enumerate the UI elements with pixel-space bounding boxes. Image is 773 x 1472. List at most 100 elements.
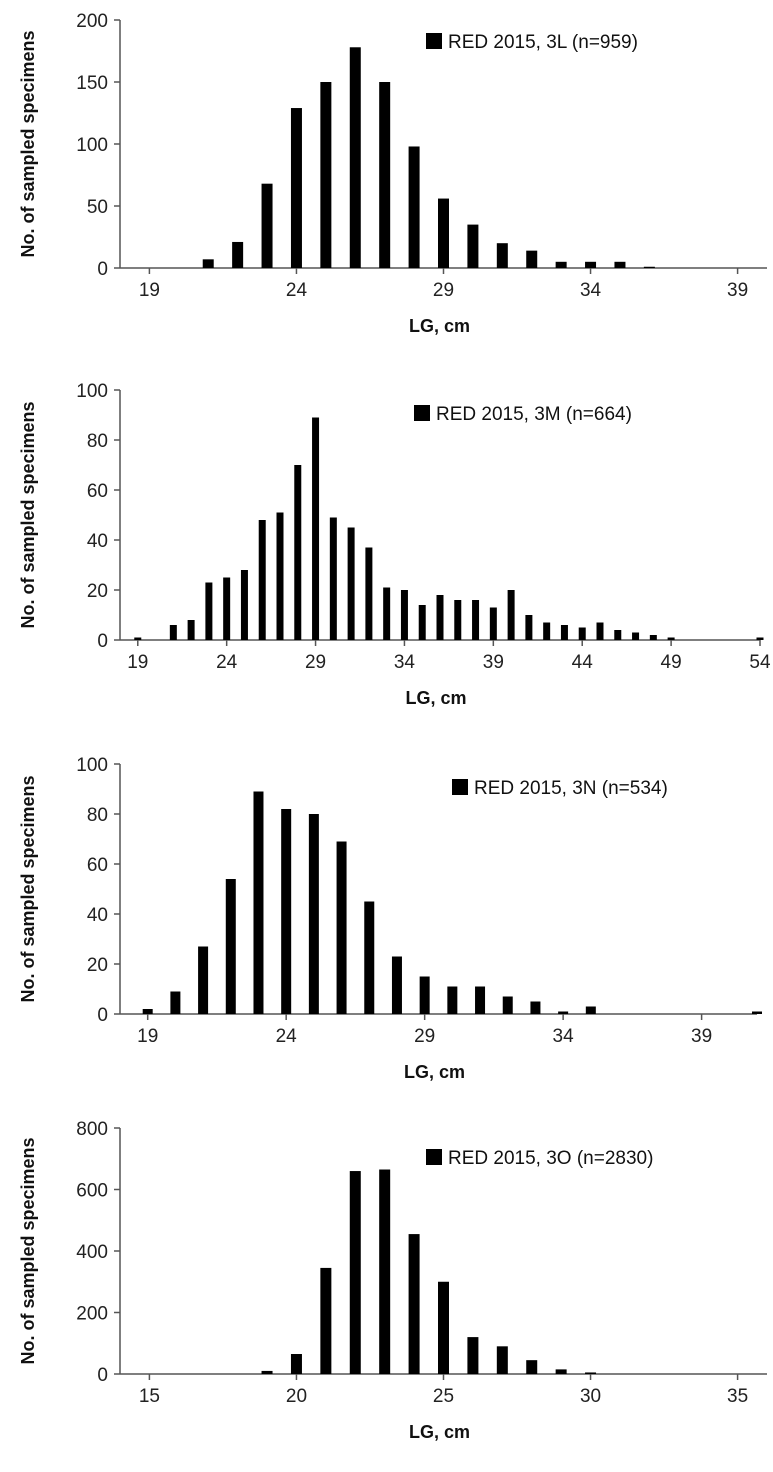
y-tick-label: 400 (76, 1242, 108, 1263)
histogram-bar (400, 590, 408, 640)
histogram-bar (467, 224, 479, 268)
chart-svg: 0 200 400 600 800 15 20 25 30 35 LG, cm No. of samp… (18, 1119, 767, 1442)
chart-svg: 0 20 40 60 80 100 19 24 29 34 39 44 49 54 LG, cm No. of… (18, 381, 771, 708)
histogram-bar (467, 1337, 479, 1374)
histogram-bar (643, 266, 655, 268)
x-tick-label: 30 (580, 1386, 601, 1407)
histogram-bar (585, 1372, 597, 1374)
y-tick-label: 20 (87, 955, 108, 976)
x-tick-label: 44 (572, 652, 594, 673)
histogram-chart-1: 0 50 100 150 200 19 24 29 34 39 LG, cm No. of sampl… (0, 0, 773, 368)
y-tick-label: 200 (76, 11, 108, 32)
histogram-chart-4: 0 200 400 600 800 15 20 25 30 35 LG, cm No. of samp… (0, 1104, 773, 1472)
histogram-bar (438, 198, 449, 268)
x-tick-label: 39 (691, 1026, 712, 1047)
x-axis-title: LG, cm (404, 1062, 465, 1082)
histogram-bar (379, 82, 391, 268)
x-tick-label: 24 (216, 652, 238, 673)
y-tick-label: 800 (76, 1119, 108, 1140)
x-axis-title: LG, cm (405, 688, 466, 708)
histogram-bar (496, 243, 508, 268)
histogram-bar (198, 946, 209, 1014)
histogram-bar (436, 595, 444, 640)
y-tick-label: 150 (76, 73, 108, 94)
x-tick-label: 49 (661, 652, 682, 673)
x-axis-title: LG, cm (409, 316, 470, 336)
histogram-bar (489, 607, 497, 640)
histogram-bar (418, 605, 426, 640)
y-tick-label: 60 (87, 855, 108, 876)
histogram-bar (364, 901, 375, 1014)
x-tick-label: 19 (127, 652, 148, 673)
histogram-bar (312, 417, 320, 640)
histogram-bar (543, 622, 551, 640)
histogram-bar (223, 577, 231, 640)
y-tick-label: 40 (87, 531, 108, 552)
histogram-bar (752, 1011, 762, 1014)
histogram-bar (240, 570, 248, 640)
histogram-bar (329, 517, 337, 640)
histogram-bar (170, 991, 181, 1014)
y-tick-label: 80 (87, 805, 108, 826)
histogram-bar (667, 637, 675, 640)
x-tick-label: 54 (749, 652, 771, 673)
x-tick-label: 20 (286, 1386, 307, 1407)
legend-label: RED 2015, 3N (n=534) (474, 778, 668, 799)
histogram-bar (649, 635, 657, 640)
histogram-bar (290, 108, 302, 268)
histogram-bar (530, 1001, 541, 1014)
histogram-bar (496, 1346, 508, 1374)
y-tick-label: 60 (87, 481, 108, 502)
histogram-bar (558, 1011, 569, 1014)
x-tick-label: 29 (414, 1026, 435, 1047)
histogram-bar (320, 1267, 332, 1374)
histogram-bar (614, 261, 626, 268)
histogram-bar (202, 259, 214, 268)
x-tick-label: 34 (553, 1026, 575, 1047)
histogram-bar (632, 632, 640, 640)
histogram-bar (419, 976, 430, 1014)
histogram-bar (258, 520, 266, 640)
histogram-chart-2: 0 20 40 60 80 100 19 24 29 34 39 44 49 54 LG, cm No. of… (0, 368, 773, 736)
histogram-bar (756, 637, 764, 640)
histogram-bar (454, 600, 462, 640)
histogram-bar (526, 250, 538, 268)
legend-swatch (452, 779, 468, 795)
x-tick-label: 39 (727, 280, 748, 301)
histogram-bar (585, 261, 597, 268)
histogram-bar (525, 615, 533, 640)
histogram-bar (447, 986, 458, 1014)
y-tick-label: 20 (87, 581, 108, 602)
histogram-bar (614, 630, 622, 640)
histogram-bar (232, 241, 244, 268)
chart-svg: 0 50 100 150 200 19 24 29 34 39 LG, cm No. of sampl… (18, 11, 767, 336)
histogram-bar (560, 625, 568, 640)
x-tick-label: 39 (483, 652, 504, 673)
histogram-bar (294, 465, 302, 640)
x-tick-label: 29 (305, 652, 326, 673)
x-tick-label: 25 (433, 1386, 454, 1407)
y-tick-label: 100 (76, 381, 108, 402)
histogram-bar (502, 996, 513, 1014)
histogram-bar (336, 841, 347, 1014)
y-axis-title: No. of sampled specimens (18, 30, 38, 257)
chart-svg: 0 20 40 60 80 100 19 24 29 34 39 LG, cm No. of sampl… (18, 755, 762, 1082)
x-tick-label: 29 (433, 280, 454, 301)
histogram-bar (578, 627, 586, 640)
histogram-bar (290, 1354, 302, 1374)
x-tick-label: 34 (580, 280, 602, 301)
histogram-bar (187, 620, 195, 640)
y-axis-title: No. of sampled specimens (18, 401, 38, 628)
histogram-bar (526, 1360, 538, 1374)
histogram-chart-3: 0 20 40 60 80 100 19 24 29 34 39 LG, cm No. of sampl… (0, 736, 773, 1104)
histogram-bar (261, 1370, 273, 1374)
x-tick-label: 34 (394, 652, 416, 673)
y-tick-label: 600 (76, 1181, 108, 1202)
x-tick-label: 15 (139, 1386, 160, 1407)
legend-swatch (426, 33, 442, 49)
y-axis-title: No. of sampled specimens (18, 1137, 38, 1364)
x-tick-label: 35 (727, 1386, 748, 1407)
x-tick-label: 19 (137, 1026, 158, 1047)
histogram-bar (507, 590, 515, 640)
histogram-bar (365, 547, 373, 640)
